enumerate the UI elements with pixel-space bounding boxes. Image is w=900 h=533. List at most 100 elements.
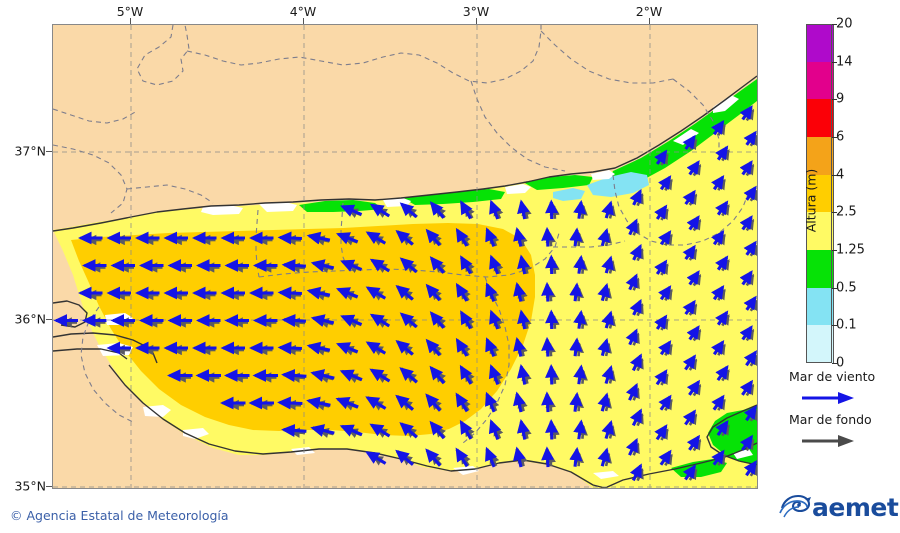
wind-sea-arrow	[573, 419, 587, 440]
colorbar-tick-mark	[832, 99, 837, 101]
wind-sea-arrow	[455, 392, 469, 413]
wind-sea-arrow	[339, 369, 363, 382]
wind-sea-arrow	[369, 368, 391, 383]
wind-sea-arrow	[399, 202, 418, 219]
wind-sea-arrow	[277, 396, 303, 410]
swell-arrow	[549, 314, 560, 329]
wind-sea-arrow	[743, 240, 757, 256]
wind-sea-arrow	[658, 230, 672, 246]
wind-sea-arrow	[658, 285, 672, 301]
wind-sea-arrow	[429, 365, 446, 385]
wind-sea-arrow	[739, 105, 753, 121]
y-tick-label: 35°N	[14, 478, 46, 494]
wind-sea-arrow	[739, 270, 753, 286]
swell-arrow	[545, 342, 556, 357]
swell-arrow	[545, 287, 556, 302]
wind-sea-arrow	[455, 227, 469, 247]
aemet-wordmark: aemet	[812, 493, 899, 522]
y-tick-mark	[46, 318, 52, 320]
x-tick-label: 2°W	[635, 4, 663, 19]
swell-arrow	[549, 204, 560, 219]
wind-sea-arrow	[597, 337, 610, 357]
wind-sea-arrow	[573, 199, 587, 219]
wind-sea-arrow	[455, 447, 469, 468]
wind-sea-arrow	[654, 369, 668, 386]
wind-sea-arrow	[399, 312, 418, 329]
wind-sea-arrow	[369, 203, 390, 218]
wind-sea-arrow	[658, 449, 672, 466]
wind-sea-arrow	[715, 419, 729, 436]
wind-sea-arrow	[682, 464, 697, 481]
wind-sea-arrow	[340, 204, 363, 217]
wind-sea-arrow	[513, 336, 526, 357]
wind-sea-arrow	[658, 394, 672, 411]
wind-sea-arrow	[429, 201, 445, 219]
wind-sea-arrow	[517, 309, 530, 330]
colorbar-tick-label: 0.1	[836, 317, 857, 333]
swell-arrow	[545, 232, 556, 247]
wind-sea-arrow	[682, 299, 696, 315]
wind-sea-arrow	[601, 200, 614, 219]
wind-sea-arrow	[686, 215, 700, 231]
wind-sea-arrow	[485, 227, 498, 247]
wind-sea-arrow	[335, 397, 359, 410]
wind-sea-arrow	[395, 394, 414, 411]
colorbar-tick-label: 0.5	[836, 280, 857, 296]
wind-sea-arrow	[277, 286, 302, 300]
wind-sea-arrow	[686, 434, 701, 451]
colorbar-band	[806, 137, 834, 175]
wind-sea-arrow	[281, 259, 306, 273]
wind-sea-arrow	[513, 446, 526, 468]
wave-direction-arrows	[53, 105, 757, 482]
wind-sea-arrow	[365, 286, 386, 300]
swell-arrow	[577, 259, 588, 274]
colorbar-tick-mark	[832, 212, 837, 214]
wind-sea-arrow	[739, 215, 753, 231]
wind-sea-arrow	[306, 286, 331, 300]
wind-sea-arrow	[460, 200, 473, 220]
wind-sea-arrow	[569, 391, 583, 412]
wind-sea-arrow	[310, 424, 335, 437]
wind-sea-arrow	[743, 405, 757, 422]
wind-sea-arrow	[739, 434, 754, 451]
wind-sea-arrow	[455, 337, 469, 357]
colorbar-tick-label: 14	[836, 54, 853, 70]
wind-sea-arrow	[541, 226, 555, 247]
colorbar-tick-label: 20	[836, 16, 853, 32]
wind-sea-arrow	[310, 314, 335, 327]
wind-sea-arrow	[715, 310, 729, 326]
legend-swell-label: Mar de fondo	[789, 412, 872, 427]
wind-sea-arrow	[573, 309, 587, 329]
colorbar-tick-mark	[832, 325, 837, 327]
aemet-logo-icon[interactable]	[778, 492, 893, 522]
colorbar-tick-mark	[832, 363, 837, 364]
wind-sea-arrow	[395, 340, 414, 356]
colorbar-tick-mark	[832, 250, 837, 251]
wind-sea-arrow	[365, 341, 386, 355]
wind-sea-arrow	[658, 340, 672, 356]
colorbar-title: Altura (m)	[803, 168, 819, 233]
wind-sea-arrow	[429, 420, 446, 440]
swell-arrow	[549, 259, 560, 274]
legend-swell-arrow	[802, 435, 854, 447]
x-tick-mark	[129, 18, 131, 24]
wind-sea-arrow	[682, 409, 697, 426]
sea-field-2p5-4	[71, 223, 535, 436]
wind-sea-arrow	[686, 379, 701, 396]
wind-sea-arrow	[425, 338, 441, 357]
colorbar-band	[806, 250, 834, 288]
wind-sea-arrow	[516, 363, 530, 385]
wind-sea-arrow	[739, 160, 753, 176]
colorbar-band	[806, 24, 834, 62]
wind-sea-arrow	[425, 448, 442, 467]
wind-sea-arrow	[455, 282, 469, 302]
wind-sea-arrow	[625, 328, 638, 346]
wind-sea-arrow	[489, 309, 502, 330]
wind-sea-arrow	[569, 446, 583, 467]
wind-sea-arrow	[601, 310, 614, 329]
wind-sea-arrow	[711, 284, 725, 301]
wind-sea-arrow	[597, 447, 611, 467]
wind-sea-arrow	[516, 418, 530, 440]
wind-sea-arrow	[513, 281, 526, 302]
wind-sea-arrow	[485, 391, 498, 413]
